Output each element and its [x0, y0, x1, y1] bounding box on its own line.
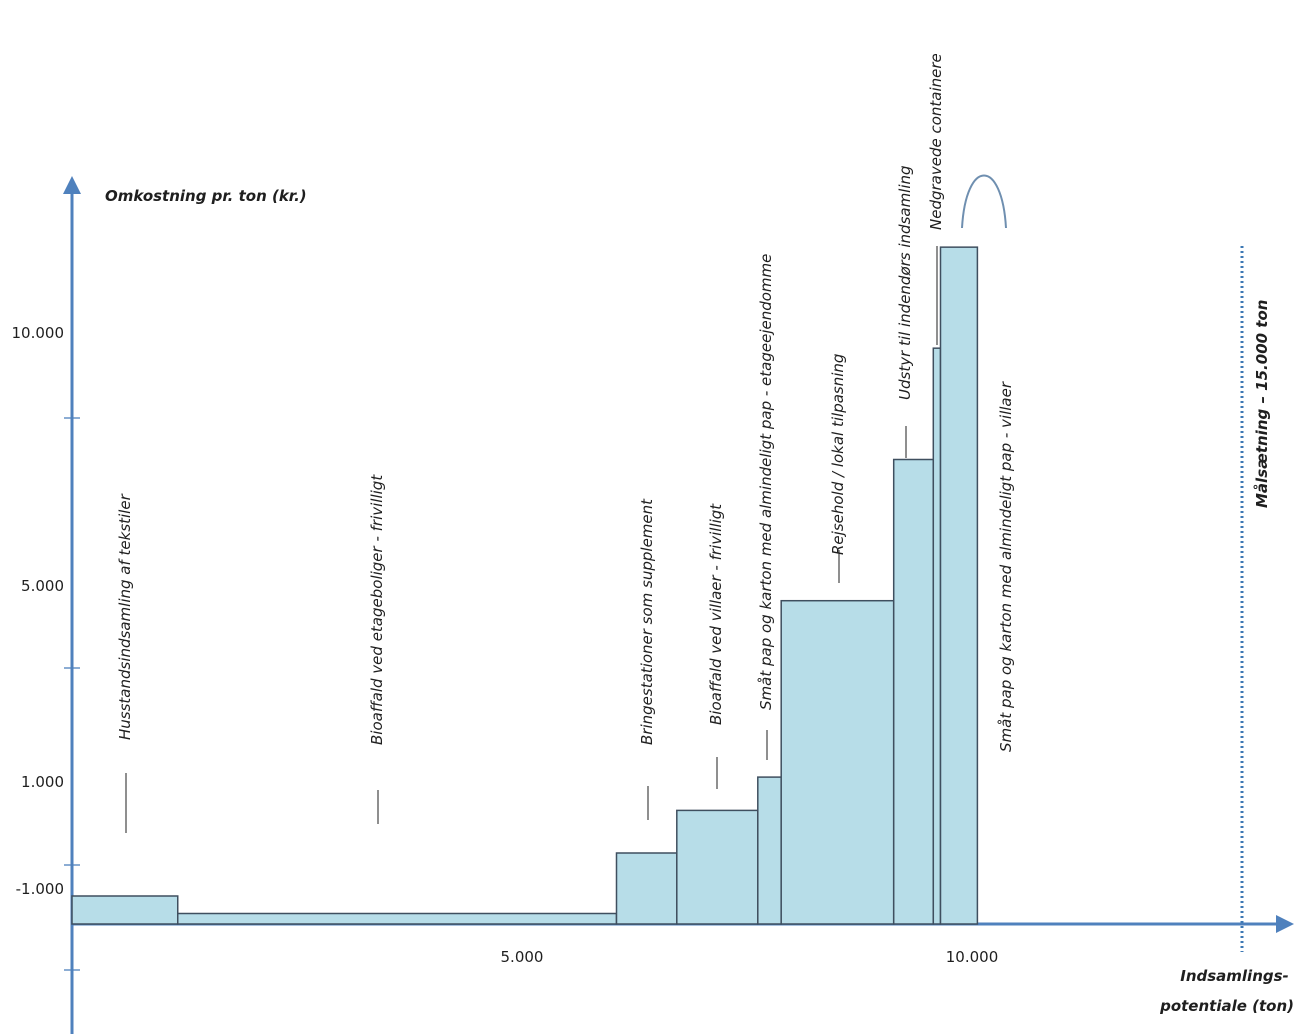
bar: [71, 895, 179, 925]
x-axis-title-line-2: potentiale (ton): [1159, 997, 1294, 1015]
bar-label: Småt pap og karton med almindeligt pap -…: [997, 381, 1015, 752]
bar: [177, 912, 618, 925]
bracket-arc: [961, 174, 1007, 229]
bar-label: Småt pap og karton med almindeligt pap -…: [757, 254, 775, 710]
y-axis-arrow: [63, 176, 81, 194]
bar: [615, 852, 678, 925]
bar: [780, 599, 895, 925]
bar: [939, 246, 979, 925]
x-tick-label: 5.000: [501, 948, 544, 966]
y-tick-label: 1.000: [21, 773, 64, 791]
bar-label: Husstandsindsamling af tekstiler: [116, 493, 134, 740]
bar: [757, 776, 782, 925]
bar: [892, 458, 935, 925]
bar: [676, 809, 759, 925]
bars: [71, 246, 979, 925]
bar-label: Udstyr til indendørs indsamling: [896, 165, 914, 400]
x-axis-title: Indsamlings- potentiale (ton): [1159, 967, 1294, 1015]
target-label: Målsætning – 15.000 ton: [1253, 300, 1271, 508]
x-axis-arrow: [1276, 915, 1294, 933]
bar-labels: Husstandsindsamling af tekstiler Bioaffal…: [116, 53, 1015, 833]
y-tick-label: 5.000: [21, 577, 64, 595]
bar-label: Rejsehold / lokal tilpasning: [829, 354, 847, 555]
bar-label: Bioaffald ved etageboliger - frivilligt: [368, 474, 386, 745]
y-tick-label: 10.000: [12, 324, 65, 342]
bar-label: Bringestationer som supplement: [638, 498, 656, 745]
bar-label: Nedgravede containere: [927, 53, 945, 230]
y-tick-label: -1.000: [16, 880, 64, 898]
y-axis-title: Omkostning pr. ton (kr.): [105, 187, 307, 205]
x-tick-label: 10.000: [946, 948, 999, 966]
x-axis-title-line-1: Indsamlings-: [1180, 967, 1289, 985]
tick-labels: 5.000 10.000 -1.000 1.000 5.000 10.000: [12, 324, 999, 966]
bar: [932, 347, 942, 925]
bar-label: Bioaffald ved villaer - frivilligt: [707, 503, 725, 725]
